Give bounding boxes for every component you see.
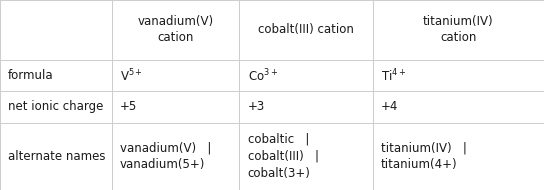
Text: formula: formula [8,69,54,82]
Text: +4: +4 [381,100,398,113]
Text: +3: +3 [248,100,265,113]
Text: alternate names: alternate names [8,150,106,163]
Text: net ionic charge: net ionic charge [8,100,103,113]
Text: V$^{5+}$: V$^{5+}$ [120,67,143,84]
Text: titanium(IV)   |
titanium(4+): titanium(IV) | titanium(4+) [381,141,467,171]
Text: Ti$^{4+}$: Ti$^{4+}$ [381,67,406,84]
Text: vanadium(V)
cation: vanadium(V) cation [138,15,213,44]
Text: Co$^{3+}$: Co$^{3+}$ [248,67,278,84]
Text: vanadium(V)   |
vanadium(5+): vanadium(V) | vanadium(5+) [120,141,211,171]
Text: titanium(IV)
cation: titanium(IV) cation [423,15,493,44]
Text: cobalt(III) cation: cobalt(III) cation [258,23,354,36]
Text: cobaltic   |
cobalt(III)   |
cobalt(3+): cobaltic | cobalt(III) | cobalt(3+) [248,133,319,180]
Text: +5: +5 [120,100,137,113]
